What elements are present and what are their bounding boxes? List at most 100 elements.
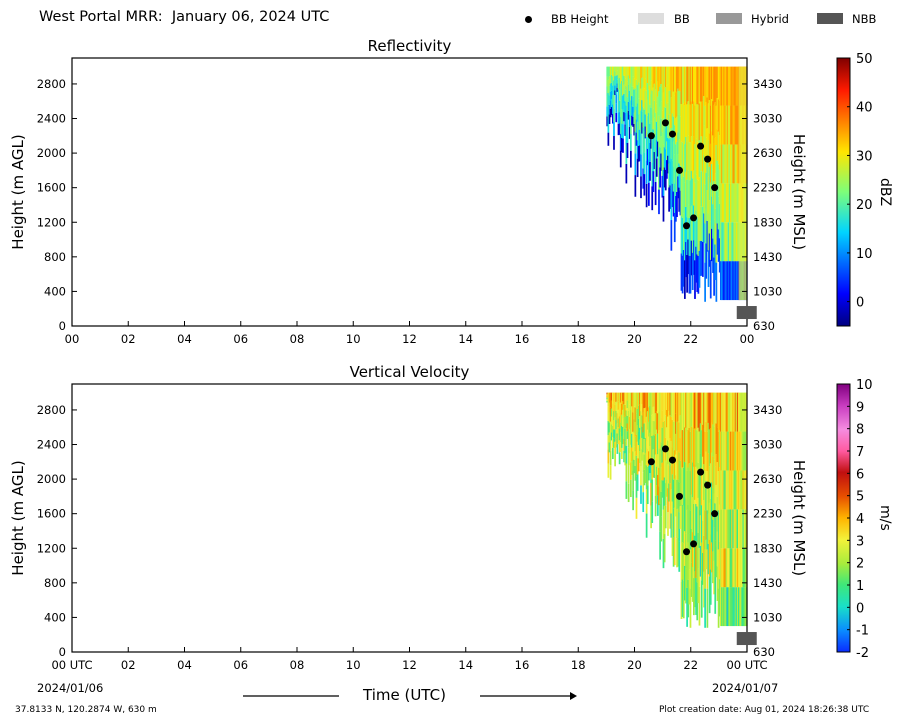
bb-height-point xyxy=(683,222,691,230)
colorbar-tick-label: 0 xyxy=(856,296,864,311)
x-tick-label: 22 xyxy=(683,658,698,672)
y-axis-label: Height (m AGL) xyxy=(9,134,27,249)
y-tick-label: 2400 xyxy=(37,438,66,452)
bb-type-marker xyxy=(736,632,757,646)
y-tick-label: 2800 xyxy=(37,77,66,91)
x-tick-label: 10 xyxy=(346,332,361,346)
bb-height-point xyxy=(676,166,683,174)
x-tick-label: 16 xyxy=(515,332,530,346)
x-tick-label: 06 xyxy=(233,332,248,346)
bb-height-point xyxy=(704,481,712,489)
y-tick-label-right: 630 xyxy=(753,645,775,659)
y-tick-label: 2000 xyxy=(37,472,66,486)
bb-height-point xyxy=(661,445,669,453)
x-tick-label: 18 xyxy=(571,658,586,672)
x-tick-label: 00 UTC xyxy=(726,658,767,672)
colorbar-tick-label: 7 xyxy=(856,445,864,460)
y-tick-label-right: 3030 xyxy=(753,438,782,452)
colorbar-tick-label: 10 xyxy=(856,247,873,262)
colorbar-tick-label: 0 xyxy=(856,601,864,616)
x-axis-label: Time (UTC) xyxy=(363,686,446,704)
x-tick-label: 04 xyxy=(177,332,192,346)
x-tick-label: 00 UTC xyxy=(51,658,92,672)
colorbar-tick-label: 10 xyxy=(856,378,873,393)
y-tick-label: 0 xyxy=(59,319,66,333)
colorbar-tick-label: 8 xyxy=(856,423,864,438)
y-tick-label: 1600 xyxy=(37,507,66,521)
colorbar-tick-label: 5 xyxy=(856,490,864,505)
x-tick-label: 00 xyxy=(740,332,755,346)
x-tick-label: 16 xyxy=(515,658,530,672)
y-axis-label-right: Height (m MSL) xyxy=(790,460,808,576)
y-tick-label-right: 1430 xyxy=(753,576,782,590)
colorbar-tick-label: 1 xyxy=(856,579,864,594)
x-tick-label: 12 xyxy=(402,658,417,672)
x-tick-label: 18 xyxy=(571,332,586,346)
data-field xyxy=(606,392,748,628)
x-tick-label: 08 xyxy=(290,658,305,672)
panel-title: Vertical Velocity xyxy=(350,363,470,381)
colorbar-tick-label: 3 xyxy=(856,534,864,549)
y-tick-label-right: 2630 xyxy=(753,472,782,486)
y-tick-label: 800 xyxy=(44,250,66,264)
bb-swatch-icon xyxy=(638,13,664,24)
y-tick-label: 2400 xyxy=(37,112,66,126)
y-tick-label-right: 1830 xyxy=(753,215,782,229)
colorbar: -2 -1 0 1 2 3 4 5 6 7 8 9 10 m/s xyxy=(836,378,893,661)
y-tick-label-right: 630 xyxy=(753,319,775,333)
bb-height-point xyxy=(683,548,691,556)
y-tick-label-right: 3030 xyxy=(753,112,782,126)
bb-height-dot-icon xyxy=(525,16,532,23)
y-tick-label: 1200 xyxy=(37,541,66,555)
colorbar-tick-label: 40 xyxy=(856,101,873,116)
nbb-swatch-icon xyxy=(817,13,843,24)
y-tick-label-right: 1030 xyxy=(753,284,782,298)
colorbar-tick-label: -1 xyxy=(856,624,869,639)
y-tick-label: 400 xyxy=(44,284,66,298)
y-tick-label-right: 1430 xyxy=(753,250,782,264)
x-tick-label: 04 xyxy=(177,658,192,672)
legend-label-bb-height: BB Height xyxy=(551,12,609,26)
legend-label-hybrid: Hybrid xyxy=(751,12,789,26)
x-tick-label: 14 xyxy=(458,332,473,346)
colorbar-tick-label: 4 xyxy=(856,512,864,527)
colorbar-label: dBZ xyxy=(877,178,893,206)
creation-date-label: Plot creation date: Aug 01, 2024 18:26:3… xyxy=(659,705,870,715)
x-tick-label: 20 xyxy=(627,658,642,672)
legend-label-nbb: NBB xyxy=(852,12,877,26)
header-legend: BB Height BB Hybrid NBB xyxy=(0,0,900,36)
y-axis-label: Height (m AGL) xyxy=(9,460,27,575)
y-tick-label: 2000 xyxy=(37,146,66,160)
location-label: 37.8133 N, 120.2874 W, 630 m xyxy=(15,705,157,715)
colorbar: 0 10 20 30 40 50 dBZ xyxy=(836,52,893,327)
colorbar-tick-label: 20 xyxy=(856,198,873,213)
y-tick-label: 800 xyxy=(44,576,66,590)
data-field xyxy=(606,66,748,302)
x-tick-label: 02 xyxy=(121,332,136,346)
y-tick-label: 0 xyxy=(59,645,66,659)
y-tick-label: 2800 xyxy=(37,403,66,417)
bb-height-point xyxy=(711,184,719,192)
y-axis-label-right: Height (m MSL) xyxy=(790,134,808,250)
y-tick-label-right: 3430 xyxy=(753,403,782,417)
colorbar-tick-label: 9 xyxy=(856,400,864,415)
y-tick-label-right: 2230 xyxy=(753,181,782,195)
panel-title: Reflectivity xyxy=(368,37,452,55)
y-tick-label: 400 xyxy=(44,610,66,624)
x-tick-label: 02 xyxy=(121,658,136,672)
colorbar-tick-label: 2 xyxy=(856,557,864,572)
page-title: West Portal MRR: January 06, 2024 UTC xyxy=(39,9,330,25)
start-date-label: 2024/01/06 xyxy=(37,681,104,695)
bb-height-point xyxy=(676,492,683,500)
time-arrow-icon xyxy=(243,692,577,700)
bb-type-marker xyxy=(736,306,757,320)
bb-height-point xyxy=(711,510,719,518)
bb-height-point xyxy=(690,540,698,548)
colorbar-scale xyxy=(836,57,851,327)
y-tick-label-right: 1030 xyxy=(753,610,782,624)
colorbar-label: m/s xyxy=(877,505,893,531)
x-tick-label: 10 xyxy=(346,658,361,672)
